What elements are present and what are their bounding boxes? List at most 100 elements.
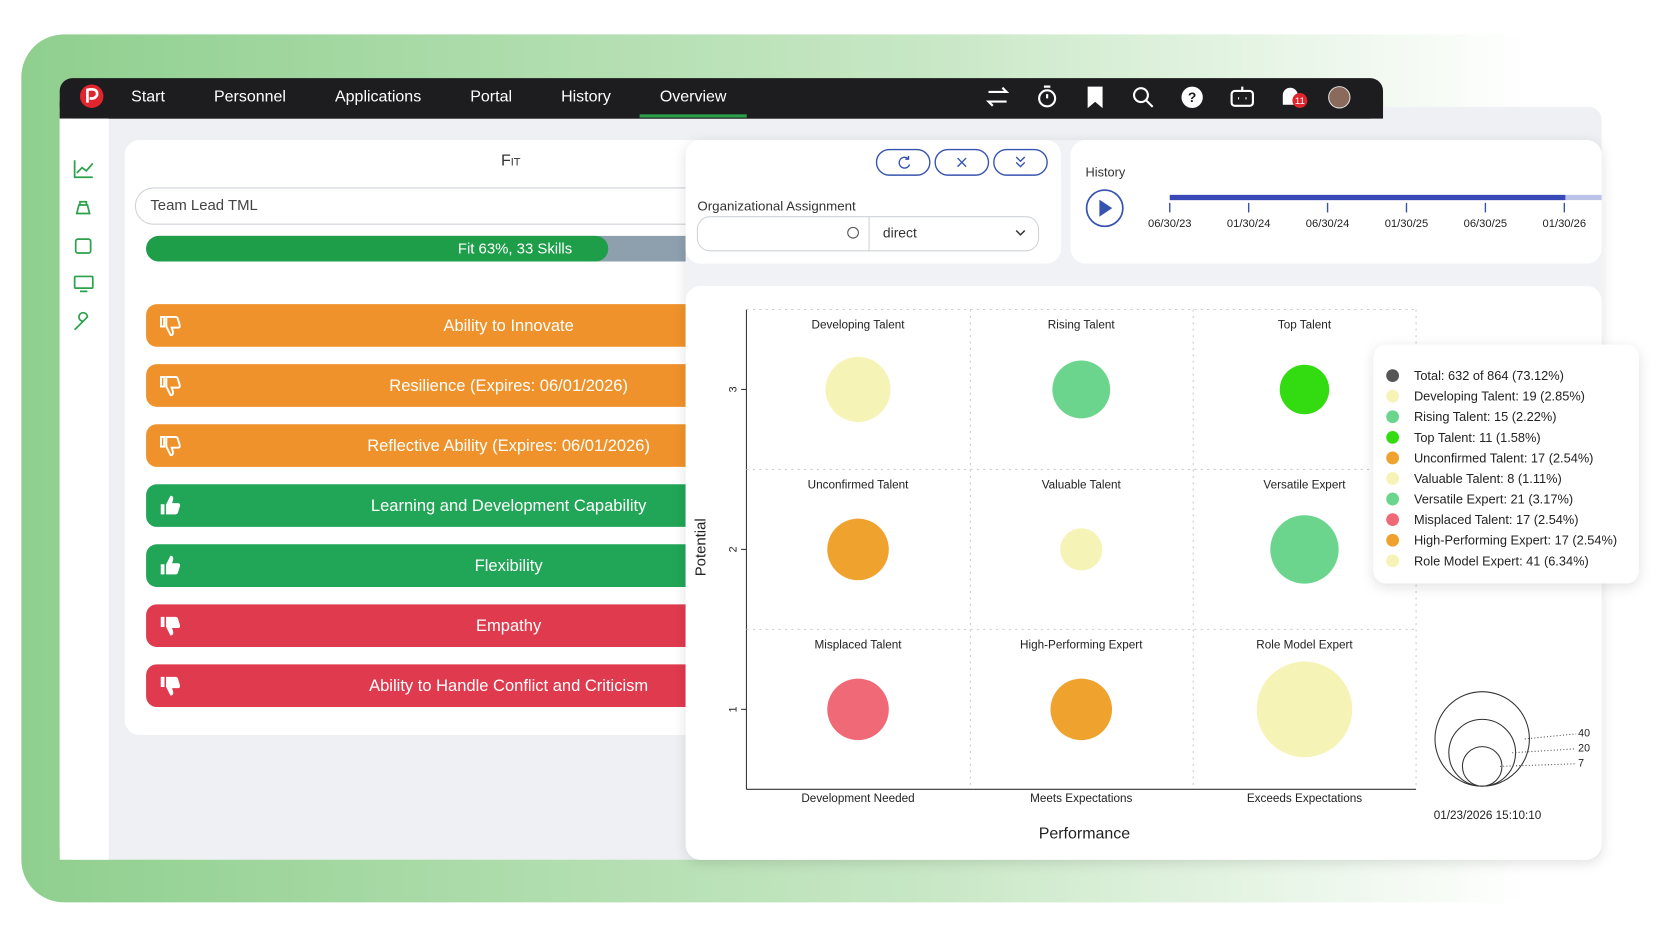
skill-icon xyxy=(160,315,181,337)
x-tick-label: Meets Expectations xyxy=(1030,792,1132,805)
monitor-icon[interactable] xyxy=(73,275,94,290)
skill-icon xyxy=(160,436,181,457)
toolbar xyxy=(985,85,1298,109)
nav-item[interactable]: Start xyxy=(131,89,165,106)
size-legend-label: 7 xyxy=(1578,758,1584,770)
skill-icon xyxy=(160,495,181,515)
play-icon xyxy=(1099,199,1113,217)
chart-icon[interactable] xyxy=(73,160,94,179)
fit-bar xyxy=(146,235,609,262)
skill-name: Flexibility xyxy=(475,556,544,575)
skill-name: Ability to Handle Conflict and Criticism xyxy=(369,676,648,695)
size-legend-leader xyxy=(1512,748,1577,754)
skill-icon xyxy=(160,616,181,636)
tool-icon[interactable] xyxy=(74,290,89,331)
legend-swatch xyxy=(1386,492,1400,506)
size-legend-label: 20 xyxy=(1578,743,1590,755)
timeline-date: 01/30/25 xyxy=(1385,218,1429,230)
help-icon[interactable] xyxy=(1181,86,1203,108)
badge xyxy=(1292,93,1308,108)
history-title: History xyxy=(1086,164,1126,179)
legend-label: Developing Talent: 19 (2.85%) xyxy=(1414,389,1585,404)
close-button[interactable] xyxy=(934,148,990,176)
y-tick-label: 1 xyxy=(727,706,739,712)
y-axis-title: Potential xyxy=(693,518,710,576)
timer-icon[interactable] xyxy=(1038,89,1057,108)
timeline-date: 06/30/23 xyxy=(1148,218,1192,230)
bubble-label: Developing Talent xyxy=(812,319,906,332)
legend-swatch xyxy=(1386,513,1400,527)
legend-swatch xyxy=(1386,389,1400,403)
search-handle xyxy=(1145,99,1154,108)
bubble[interactable] xyxy=(827,678,889,741)
legend-label: Top Talent: 11 (1.58%) xyxy=(1414,430,1541,445)
legend-swatch xyxy=(1386,472,1400,485)
skill-icon xyxy=(160,555,181,575)
nav-item[interactable]: Personnel xyxy=(214,89,286,106)
org-select[interactable]: direct xyxy=(883,224,917,240)
bubble[interactable] xyxy=(1050,678,1113,741)
bag-icon[interactable] xyxy=(75,200,91,215)
chart-card xyxy=(685,286,1602,860)
size-legend-leader xyxy=(1524,733,1577,740)
expand-icon xyxy=(1015,156,1026,168)
skill-name: Empathy xyxy=(476,616,542,635)
sidebar xyxy=(59,118,109,860)
bubble[interactable] xyxy=(1279,364,1330,415)
quadrant-grid xyxy=(746,308,1417,790)
org-input[interactable] xyxy=(696,216,1040,252)
legend: Total: 632 of 864 (73.12%) Developing Tal… xyxy=(1386,368,1617,568)
avatar[interactable] xyxy=(1328,86,1351,109)
skill-icon xyxy=(160,376,181,397)
nav-item[interactable]: Applications xyxy=(335,89,421,106)
refresh-icon xyxy=(898,155,911,169)
timeline-date: 06/30/25 xyxy=(1464,218,1508,230)
nav-item[interactable]: Overview xyxy=(660,89,727,106)
bubble[interactable] xyxy=(1052,360,1111,419)
logo[interactable] xyxy=(79,84,104,108)
refresh-button[interactable] xyxy=(875,148,931,176)
search-circle xyxy=(847,226,859,239)
fit-title: Fit xyxy=(501,152,521,169)
bubble-label: High-Performing Expert xyxy=(1020,638,1143,651)
bookmark-icon[interactable] xyxy=(1087,86,1103,109)
legend-box xyxy=(1373,344,1639,584)
timeline: 06/30/23 01/30/24 06/30/24 01/30/25 06/30/25… xyxy=(1148,202,1587,230)
bot-face xyxy=(1238,86,1247,100)
history-card xyxy=(1070,139,1602,264)
x-tick-label: Exceeds Expectations xyxy=(1247,792,1362,805)
fit-label: Fit 63%, 33 Skills xyxy=(458,241,572,258)
search-icon[interactable] xyxy=(1132,87,1149,104)
switch-icon[interactable] xyxy=(985,86,1010,107)
legend-label: Total: 632 of 864 (73.12%) xyxy=(1414,368,1564,383)
legend-label: Versatile Expert: 21 (3.17%) xyxy=(1414,492,1573,507)
skill-name: Resilience (Expires: 06/01/2026) xyxy=(389,376,628,395)
position: Team Lead TML xyxy=(150,197,257,214)
calendar-icon[interactable] xyxy=(74,238,92,254)
bubble-label: Role Model Expert xyxy=(1256,638,1353,651)
legend-swatch xyxy=(1386,533,1400,547)
expand-button[interactable] xyxy=(993,148,1048,176)
dropdown-arrow xyxy=(1015,230,1026,236)
nav-item[interactable]: History xyxy=(561,89,611,106)
bubble-label: Unconfirmed Talent xyxy=(808,479,909,492)
bubble[interactable] xyxy=(1060,528,1103,571)
nav-item[interactable]: Portal xyxy=(470,89,512,106)
y-tick-label: 3 xyxy=(727,386,739,392)
bubble-label: Versatile Expert xyxy=(1263,479,1346,492)
skill-icon xyxy=(160,676,181,696)
timeline-date: 01/30/26 xyxy=(1543,218,1587,230)
bubble[interactable] xyxy=(825,356,891,422)
legend-label: Unconfirmed Talent: 17 (2.54%) xyxy=(1414,450,1594,465)
timeline-date: 06/30/24 xyxy=(1306,218,1350,230)
bubble[interactable] xyxy=(1270,515,1339,584)
bubble[interactable] xyxy=(1256,661,1353,758)
legend-swatch xyxy=(1386,369,1400,382)
help-glyph: ? xyxy=(1188,89,1196,105)
logo-mark xyxy=(86,88,99,103)
x-axis-title: Performance xyxy=(1039,825,1131,842)
nav-items: Start Personnel Applications Portal History O… xyxy=(131,89,747,118)
bubble[interactable] xyxy=(827,518,889,581)
